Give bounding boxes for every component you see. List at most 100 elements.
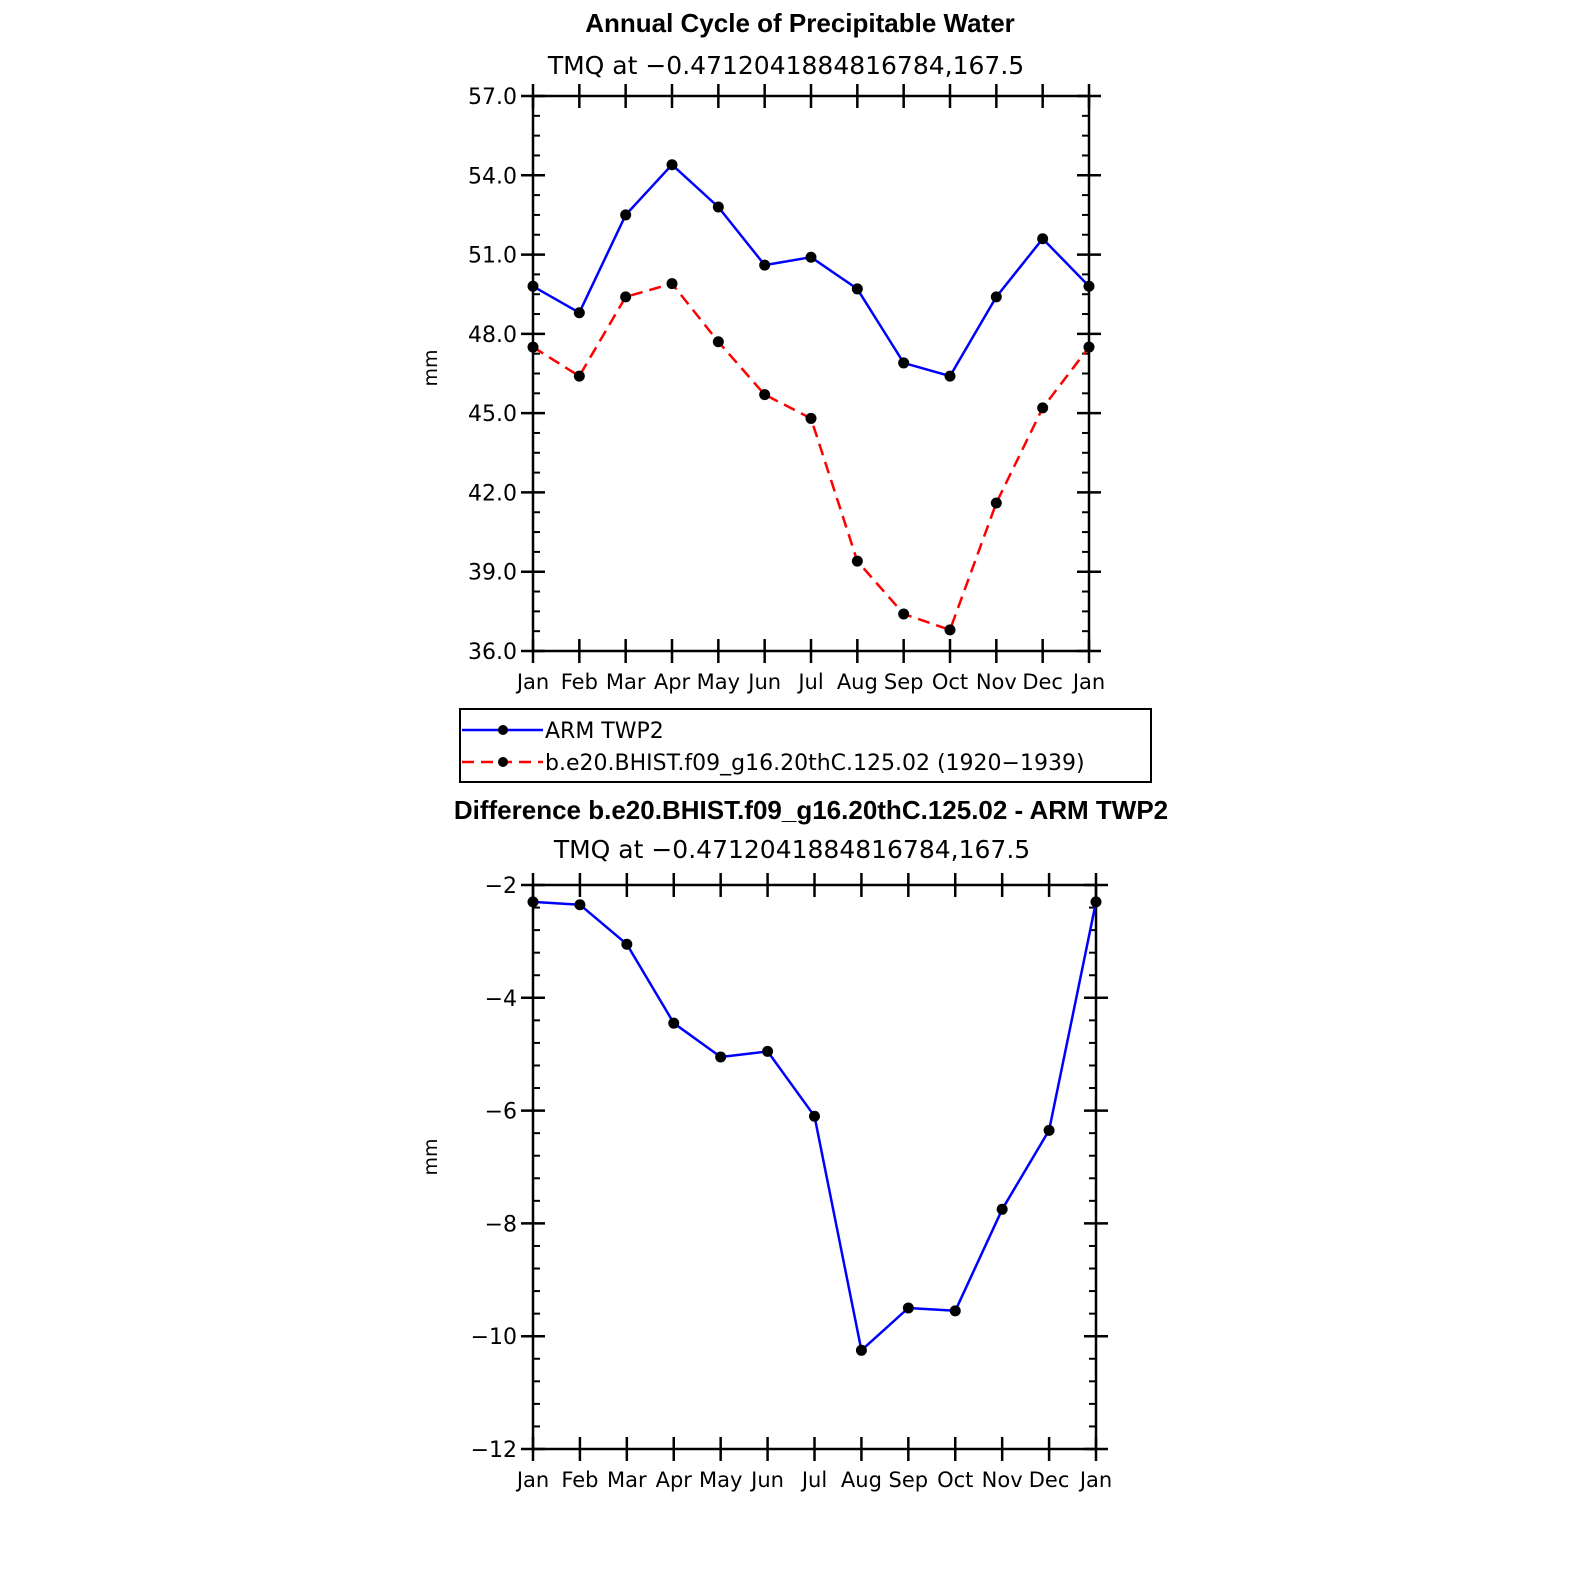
legend-marker-1 bbox=[498, 725, 508, 735]
data-point bbox=[944, 370, 956, 382]
data-point bbox=[621, 938, 633, 950]
y-tick-label: −4 bbox=[485, 987, 517, 1012]
data-point bbox=[573, 307, 585, 319]
series-line-1 bbox=[532, 163, 1090, 378]
y-tick-label: 36.0 bbox=[468, 640, 517, 665]
data-point bbox=[851, 555, 863, 567]
x-tick-label: Mar bbox=[606, 670, 646, 694]
data-point bbox=[990, 291, 1002, 303]
data-point bbox=[527, 341, 539, 353]
x-tick-label: Jul bbox=[796, 670, 823, 694]
data-point bbox=[949, 1305, 961, 1317]
data-point bbox=[527, 280, 539, 292]
data-point bbox=[805, 251, 817, 263]
data-point bbox=[1043, 1124, 1055, 1136]
y-tick-label: 51.0 bbox=[468, 244, 517, 269]
data-point bbox=[1037, 233, 1049, 245]
x-tick-label: Sep bbox=[884, 670, 924, 694]
y-tick-label: 42.0 bbox=[468, 481, 517, 506]
x-tick-label: Sep bbox=[889, 1468, 929, 1492]
data-point bbox=[527, 896, 539, 908]
series-line-1 bbox=[532, 900, 1098, 1352]
data-point bbox=[809, 1110, 820, 1122]
legend-marker-2 bbox=[498, 757, 508, 767]
x-tick-label: Jun bbox=[749, 1468, 784, 1492]
plot-frame bbox=[531, 883, 1098, 1451]
data-point bbox=[715, 1051, 727, 1063]
data-point bbox=[762, 1045, 774, 1057]
y-tick-label: −10 bbox=[471, 1325, 517, 1350]
y-tick-label: −6 bbox=[485, 1100, 517, 1125]
x-tick-label: Nov bbox=[982, 1468, 1023, 1492]
data-point bbox=[712, 201, 724, 213]
x-tick-label: Apr bbox=[656, 1468, 693, 1492]
data-point bbox=[666, 278, 678, 290]
data-point bbox=[666, 159, 678, 171]
data-point bbox=[996, 1203, 1008, 1215]
data-point bbox=[855, 1344, 867, 1356]
y-tick-label: −2 bbox=[485, 874, 517, 899]
y-tick-label: −12 bbox=[471, 1438, 517, 1463]
x-tick-label: Jan bbox=[515, 670, 549, 694]
chart-title: Annual Cycle of Precipitable Water bbox=[585, 8, 1015, 38]
data-point bbox=[851, 283, 863, 295]
data-point bbox=[668, 1017, 680, 1029]
data-point bbox=[944, 624, 956, 636]
x-tick-label: Jun bbox=[746, 670, 781, 694]
x-tick-label: Jan bbox=[1071, 670, 1105, 694]
x-tick-label: Aug bbox=[837, 670, 878, 694]
x-tick-label: Dec bbox=[1022, 670, 1063, 694]
data-point bbox=[620, 209, 632, 221]
series-line-2 bbox=[532, 282, 1090, 632]
x-tick-label: Jan bbox=[1078, 1468, 1112, 1492]
y-tick-label: 57.0 bbox=[468, 85, 517, 110]
y-axis-label: mm bbox=[420, 349, 442, 386]
data-point bbox=[805, 412, 817, 424]
data-point bbox=[620, 291, 632, 303]
legend-label-2: b.e20.BHIST.f09_g16.20thC.125.02 (1920−1… bbox=[545, 751, 1085, 776]
data-point bbox=[990, 497, 1002, 509]
plot-area: −2 −4 −6 −8 −10 −12 Jan Feb Mar Apr May Jun Jul Aug Se… bbox=[471, 873, 1112, 1492]
legend-label-1: ARM TWP2 bbox=[545, 719, 664, 744]
legend-box bbox=[459, 708, 1152, 783]
plot-area: 57.0 54.0 51.0 48.0 45.0 42.0 39.0 36.0 Jan Feb Ma… bbox=[468, 84, 1105, 694]
x-tick-label: Aug bbox=[841, 1468, 882, 1492]
data-point bbox=[1083, 280, 1095, 292]
data-point bbox=[898, 357, 910, 369]
data-point bbox=[574, 899, 586, 911]
data-point bbox=[1090, 896, 1102, 908]
data-point bbox=[1083, 341, 1095, 353]
legend: ARM TWP2 b.e20.BHIST.f09_g16.20thC.125.0… bbox=[459, 708, 1152, 783]
data-point bbox=[1037, 402, 1049, 414]
x-tick-label: Apr bbox=[654, 670, 691, 694]
x-tick-label: Oct bbox=[937, 1468, 973, 1492]
annual-cycle-chart: Annual Cycle of Precipitable Water TMQ a… bbox=[420, 8, 1152, 783]
x-tick-label: Feb bbox=[561, 670, 598, 694]
y-tick-label: 48.0 bbox=[468, 323, 517, 348]
data-point bbox=[902, 1302, 914, 1314]
x-tick-label: May bbox=[697, 670, 740, 694]
y-tick-label: −8 bbox=[485, 1212, 517, 1237]
data-point bbox=[573, 370, 585, 382]
plot-frame bbox=[531, 94, 1091, 653]
data-point bbox=[759, 389, 771, 401]
x-tick-label: Nov bbox=[976, 670, 1017, 694]
difference-chart: Difference b.e20.BHIST.f09_g16.20thC.125… bbox=[420, 795, 1168, 1492]
chart-subtitle: TMQ at −0.4712041884816784,167.5 bbox=[547, 51, 1024, 80]
data-point bbox=[712, 336, 724, 348]
x-tick-label: Mar bbox=[607, 1468, 647, 1492]
x-tick-label: Jul bbox=[800, 1468, 827, 1492]
chart-subtitle: TMQ at −0.4712041884816784,167.5 bbox=[553, 835, 1030, 864]
x-tick-label: Jan bbox=[515, 1468, 549, 1492]
y-tick-label: 39.0 bbox=[468, 561, 517, 586]
data-point bbox=[759, 259, 771, 271]
y-axis-label: mm bbox=[420, 1138, 442, 1175]
x-tick-label: Dec bbox=[1029, 1468, 1070, 1492]
chart-title: Difference b.e20.BHIST.f09_g16.20thC.125… bbox=[454, 795, 1168, 825]
data-point bbox=[898, 608, 910, 620]
y-tick-label: 54.0 bbox=[468, 164, 517, 189]
x-tick-label: Oct bbox=[932, 670, 968, 694]
y-tick-label: 45.0 bbox=[468, 402, 517, 427]
x-tick-label: May bbox=[699, 1468, 742, 1492]
